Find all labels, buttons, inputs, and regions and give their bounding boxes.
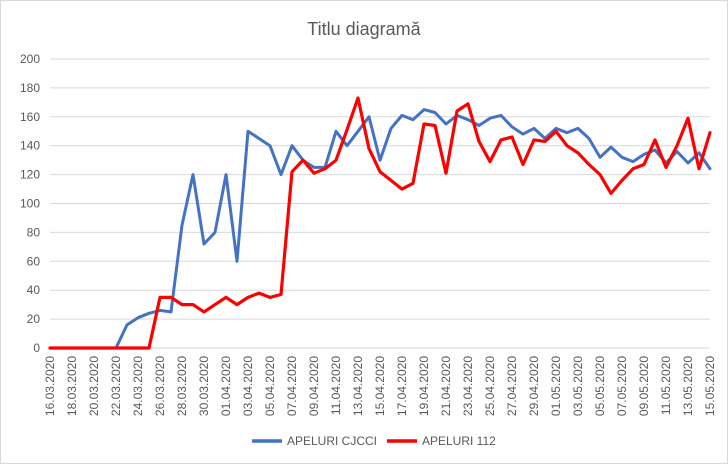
y-tick-label: 200 bbox=[20, 52, 40, 66]
x-tick-label: 09.04.2020 bbox=[307, 356, 321, 416]
x-tick-label: 15.04.2020 bbox=[373, 356, 387, 416]
x-tick-label: 03.05.2020 bbox=[571, 356, 585, 416]
x-tick-label: 01.04.2020 bbox=[219, 356, 233, 416]
y-tick-label: 120 bbox=[20, 168, 40, 182]
x-tick-label: 28.03.2020 bbox=[175, 356, 189, 416]
legend-label-2: APELURI 112 bbox=[422, 434, 496, 448]
x-tick-label: 01.05.2020 bbox=[549, 356, 563, 416]
x-tick-label: 30.03.2020 bbox=[197, 356, 211, 416]
y-tick-label: 40 bbox=[27, 283, 41, 297]
x-tick-label: 07.05.2020 bbox=[615, 356, 629, 416]
x-tick-label: 19.04.2020 bbox=[417, 356, 431, 416]
series-line-1 bbox=[48, 108, 712, 350]
x-tick-label: 26.03.2020 bbox=[153, 356, 167, 416]
x-tick-label: 22.03.2020 bbox=[109, 356, 123, 416]
x-tick-label: 21.04.2020 bbox=[439, 356, 453, 416]
x-tick-label: 05.05.2020 bbox=[593, 356, 607, 416]
x-tick-label: 27.04.2020 bbox=[505, 356, 519, 416]
x-tick-label: 17.04.2020 bbox=[395, 356, 409, 416]
x-tick-label: 13.04.2020 bbox=[351, 356, 365, 416]
x-tick-label: 20.03.2020 bbox=[87, 356, 101, 416]
x-tick-label: 11.05.2020 bbox=[659, 356, 673, 415]
y-tick-label: 180 bbox=[20, 81, 40, 95]
y-tick-label: 80 bbox=[27, 225, 41, 239]
chart-title: Titlu diagramă bbox=[307, 19, 421, 39]
x-tick-label: 05.04.2020 bbox=[263, 356, 277, 416]
x-tick-label: 29.04.2020 bbox=[527, 356, 541, 416]
x-tick-label: 09.05.2020 bbox=[637, 356, 651, 416]
x-tick-label: 16.03.2020 bbox=[43, 356, 57, 416]
legend-label-1: APELURI CJCCI bbox=[287, 434, 377, 448]
y-tick-label: 0 bbox=[33, 341, 40, 355]
x-tick-label: 24.03.2020 bbox=[131, 356, 145, 416]
y-tick-label: 60 bbox=[27, 254, 41, 268]
y-tick-label: 100 bbox=[20, 197, 40, 211]
x-tick-label: 18.03.2020 bbox=[65, 356, 79, 416]
y-tick-label: 20 bbox=[27, 312, 41, 326]
x-tick-label: 25.04.2020 bbox=[483, 356, 497, 416]
x-tick-label: 03.04.2020 bbox=[241, 356, 255, 416]
x-tick-label: 11.04.2020 bbox=[329, 356, 343, 415]
x-tick-label: 07.04.2020 bbox=[285, 356, 299, 416]
x-tick-label: 15.05.2020 bbox=[703, 356, 717, 416]
y-tick-label: 160 bbox=[20, 110, 40, 124]
y-tick-label: 140 bbox=[20, 139, 40, 153]
x-tick-label: 23.04.2020 bbox=[461, 356, 475, 416]
x-tick-label: 13.05.2020 bbox=[681, 356, 695, 416]
series-line-2 bbox=[48, 96, 712, 350]
